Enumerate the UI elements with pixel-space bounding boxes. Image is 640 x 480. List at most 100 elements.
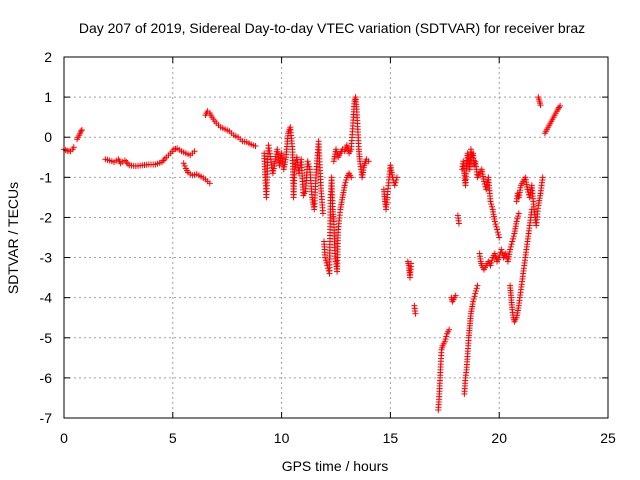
data-point — [492, 221, 499, 228]
data-point — [365, 158, 372, 165]
data-point — [393, 174, 400, 181]
x-tick-label: 0 — [60, 430, 68, 446]
y-tick-label: -3 — [40, 250, 53, 266]
data-point — [408, 260, 415, 267]
data-point — [487, 262, 494, 269]
data-point — [557, 102, 564, 109]
data-point — [78, 127, 85, 134]
data-point — [487, 198, 494, 205]
data-point — [472, 287, 479, 294]
data-point — [515, 213, 522, 220]
x-tick-label: 25 — [600, 430, 616, 446]
y-axis-label: SDTVAR / TECUs — [5, 182, 21, 294]
y-tick-label: 2 — [44, 49, 52, 65]
data-point — [509, 235, 516, 242]
data-point — [524, 186, 531, 193]
data-point — [322, 257, 329, 264]
data-point — [499, 249, 506, 256]
data-point — [510, 233, 517, 240]
data-point — [455, 220, 462, 227]
data-point — [496, 234, 503, 241]
data-point — [488, 201, 495, 208]
data-point — [537, 102, 544, 109]
y-tick-label: 1 — [44, 89, 52, 105]
data-point — [502, 250, 509, 257]
data-point — [515, 210, 522, 217]
plot-frame — [63, 56, 609, 419]
data-point — [348, 174, 355, 181]
data-point — [77, 128, 84, 135]
data-point — [343, 177, 350, 184]
data-point — [495, 231, 502, 238]
data-point — [491, 250, 498, 257]
data-point — [344, 144, 351, 151]
y-tick-label: -4 — [40, 290, 53, 306]
data-point — [507, 243, 514, 250]
data-point — [539, 174, 546, 181]
data-point — [470, 296, 477, 303]
data-point — [473, 285, 480, 292]
data-point — [488, 257, 495, 264]
x-tick-labels: 0 5 10 15 20 25 — [60, 430, 616, 446]
y-tick-label: -2 — [40, 209, 53, 225]
x-axis-label: GPS time / hours — [282, 458, 389, 474]
data-point — [494, 229, 501, 236]
data-points — [61, 94, 564, 413]
data-point — [70, 144, 77, 151]
data-point — [509, 238, 516, 245]
data-point — [472, 290, 479, 297]
data-point — [392, 179, 399, 186]
x-tick-label: 20 — [491, 430, 507, 446]
y-tick-label: 0 — [44, 129, 52, 145]
data-point — [507, 246, 514, 253]
data-point — [488, 259, 495, 266]
data-point — [441, 338, 448, 345]
data-point — [488, 203, 495, 210]
data-point — [493, 223, 500, 230]
data-point — [304, 158, 311, 165]
data-point — [341, 182, 348, 189]
data-point — [491, 218, 498, 225]
data-point — [494, 226, 501, 233]
x-tick-label: 10 — [274, 430, 290, 446]
data-point — [333, 146, 339, 153]
data-point — [452, 292, 459, 299]
data-point — [498, 246, 505, 253]
data-point — [391, 182, 398, 189]
y-tick-labels: -7 -6 -5 -4 -3 -2 -1 0 1 2 — [40, 49, 53, 426]
data-point — [480, 178, 487, 185]
data-point — [514, 215, 521, 222]
axis-ticks — [63, 56, 609, 419]
data-point — [206, 180, 213, 187]
data-point — [471, 293, 478, 300]
x-tick-label: 5 — [169, 430, 177, 446]
data-point — [191, 148, 198, 155]
y-tick-label: -5 — [40, 330, 53, 346]
data-point — [322, 254, 329, 261]
data-point — [446, 326, 453, 333]
data-point — [442, 336, 449, 343]
chart-title: Day 207 of 2019, Sidereal Day-to-day VTE… — [79, 20, 585, 36]
data-point — [306, 163, 313, 170]
data-point — [343, 142, 350, 149]
y-tick-label: -7 — [40, 410, 53, 426]
data-point — [470, 298, 477, 305]
data-point — [252, 143, 259, 150]
data-point — [474, 282, 481, 289]
data-point — [513, 218, 520, 225]
data-point — [492, 253, 499, 260]
data-point — [342, 179, 349, 186]
data-point — [443, 333, 450, 340]
data-point — [181, 162, 188, 169]
y-tick-label: -6 — [40, 370, 53, 386]
data-point — [393, 177, 400, 184]
data-point — [180, 160, 187, 167]
data-point — [323, 259, 330, 266]
y-tick-label: -1 — [40, 169, 53, 185]
data-point — [508, 241, 515, 248]
data-point — [319, 210, 326, 217]
x-tick-label: 15 — [383, 430, 399, 446]
data-point — [333, 148, 340, 155]
